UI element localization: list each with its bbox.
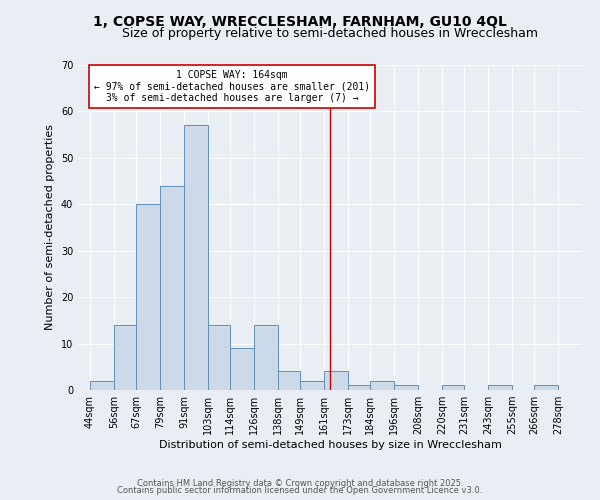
Bar	[348, 386, 370, 390]
Bar	[394, 386, 418, 390]
Bar	[230, 348, 254, 390]
Bar	[136, 204, 160, 390]
Title: Size of property relative to semi-detached houses in Wrecclesham: Size of property relative to semi-detach…	[122, 27, 538, 40]
Bar	[370, 380, 394, 390]
Bar	[324, 372, 348, 390]
Bar	[534, 386, 558, 390]
Y-axis label: Number of semi-detached properties: Number of semi-detached properties	[45, 124, 55, 330]
Text: Contains public sector information licensed under the Open Government Licence v3: Contains public sector information licen…	[118, 486, 482, 495]
Bar	[90, 380, 114, 390]
Bar	[184, 126, 208, 390]
Bar	[488, 386, 512, 390]
Bar	[114, 325, 136, 390]
X-axis label: Distribution of semi-detached houses by size in Wrecclesham: Distribution of semi-detached houses by …	[158, 440, 502, 450]
Bar	[300, 380, 324, 390]
Text: Contains HM Land Registry data © Crown copyright and database right 2025.: Contains HM Land Registry data © Crown c…	[137, 478, 463, 488]
Bar	[208, 325, 230, 390]
Bar	[442, 386, 464, 390]
Bar	[254, 325, 278, 390]
Text: 1 COPSE WAY: 164sqm
← 97% of semi-detached houses are smaller (201)
3% of semi-d: 1 COPSE WAY: 164sqm ← 97% of semi-detach…	[94, 70, 370, 103]
Bar	[278, 372, 300, 390]
Bar	[160, 186, 184, 390]
Text: 1, COPSE WAY, WRECCLESHAM, FARNHAM, GU10 4QL: 1, COPSE WAY, WRECCLESHAM, FARNHAM, GU10…	[93, 15, 507, 29]
